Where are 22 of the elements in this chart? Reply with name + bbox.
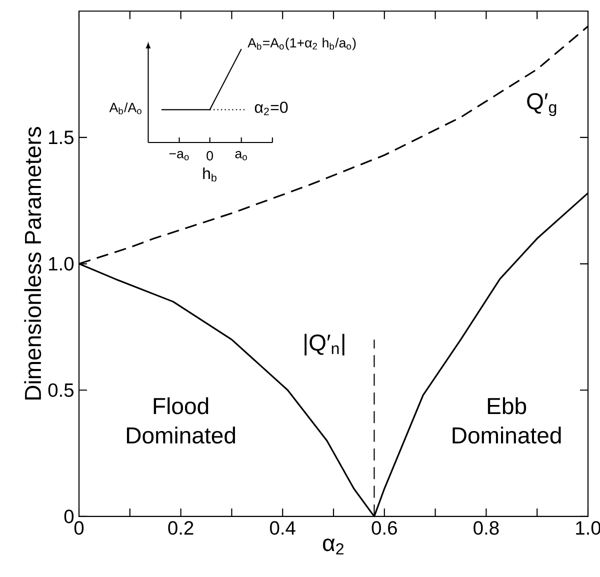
annotation: α$_{2}$=0: [254, 102, 288, 116]
annotation: −a$_{o}$: [169, 151, 189, 160]
annotation: Flood Dominated: [126, 397, 236, 444]
x-tick-label: 0.4: [270, 521, 296, 535]
series-label: |Q′$_{n}$|: [304, 334, 344, 356]
x-tick-label: 0: [74, 521, 84, 535]
y-tick-label: 1.0: [49, 256, 74, 271]
x-tick-label: 0.2: [168, 521, 194, 535]
annotation: 0: [206, 151, 214, 160]
annotation: h$_{b}$: [203, 167, 216, 182]
annotation: Ebb Dominated: [452, 397, 561, 444]
annotation: a$_{o}$: [235, 151, 247, 160]
series-label: Q′$_{g}$: [527, 93, 556, 116]
y-tick-label: 0.5: [48, 383, 74, 397]
x-tick-label: 0.6: [372, 521, 397, 535]
y-axis-title: Dimensionless Parameters: [24, 127, 42, 400]
x-tick-label: 0.8: [474, 521, 499, 535]
annotation: A$_{b}$/A$_{o}$: [109, 102, 142, 114]
y-tick-label: 1.5: [49, 130, 74, 144]
text: A$_{b}$=A$_{o}$(1+α$_{2}$ h$_{b}$/a$_{o}$): [248, 38, 356, 50]
y-tick-label: 0: [64, 510, 74, 524]
x-axis-title: α$_{2}$: [323, 538, 344, 554]
